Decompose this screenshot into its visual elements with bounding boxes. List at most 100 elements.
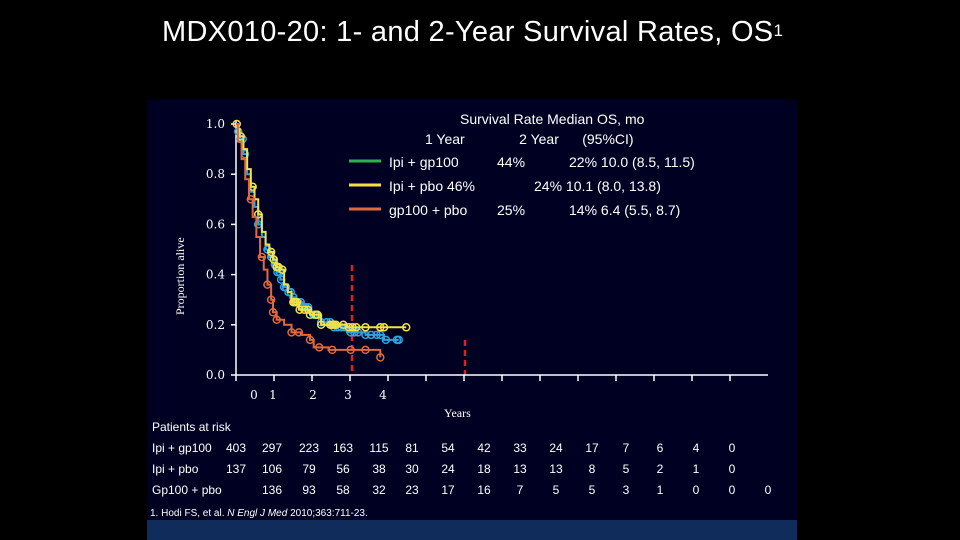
risk-row-label: Gp100 + pbo [152, 483, 222, 497]
y-axis-label: Proportion alive [173, 237, 187, 315]
risk-cell: 33 [513, 441, 527, 455]
y-tick-label: 0.6 [206, 217, 225, 231]
legend-label: Ipi + gp100 [389, 154, 459, 170]
risk-cell: 81 [405, 441, 419, 455]
risk-cell: 32 [372, 483, 386, 497]
risk-cell: 7 [623, 441, 630, 455]
censor-marker [366, 330, 376, 340]
risk-cell: 106 [262, 462, 282, 476]
risk-row-label: Ipi + pbo [152, 462, 199, 476]
reference: 1. Hodi FS, et al. N Engl J Med 2010;363… [150, 508, 368, 519]
risk-cell: 54 [441, 441, 455, 455]
censor-marker [305, 335, 315, 345]
risk-cell: 403 [226, 441, 246, 455]
risk-cell: 7 [517, 483, 524, 497]
risk-cell: 30 [405, 462, 419, 476]
legend-header-1: Survival Rate Median OS, mo [460, 111, 645, 127]
risk-cell: 17 [585, 441, 599, 455]
censor-marker [294, 328, 304, 337]
censor-marker [381, 335, 391, 345]
censor-marker [278, 265, 287, 274]
censor-marker [361, 345, 370, 355]
title-text: MDX010-20: 1- and 2-Year Survival Rates,… [162, 16, 774, 48]
risk-cell: 1 [693, 462, 700, 476]
series-line [236, 123, 382, 358]
risk-cell: 58 [336, 483, 350, 497]
censor-marker [376, 353, 385, 362]
x-tick-label: 1 [269, 388, 277, 402]
reference-journal: N Engl J Med [227, 508, 288, 519]
risk-cell: 17 [441, 483, 455, 497]
censor-marker [266, 252, 276, 262]
censor-marker [394, 335, 404, 345]
x-tick-label: 4 [379, 388, 387, 402]
series-layer [232, 119, 411, 362]
reference-lines [350, 265, 467, 375]
page-title: MDX010-20: 1- and 2-Year Survival Rates,… [162, 14, 842, 51]
censor-marker [348, 323, 357, 332]
censor-marker [257, 252, 267, 262]
risk-cell: 223 [299, 441, 319, 455]
censor-marker [295, 305, 304, 314]
censor-marker [253, 210, 263, 219]
risk-cell: 163 [333, 441, 353, 455]
censor-marker [246, 195, 256, 204]
risk-cell: 0 [693, 483, 700, 497]
risk-cell: 23 [405, 483, 419, 497]
risk-cell: 115 [369, 441, 388, 455]
censor-marker [313, 310, 322, 320]
risk-cell: 16 [477, 483, 491, 497]
censor-marker [353, 328, 363, 337]
censor-marker [327, 345, 337, 355]
reference-prefix: 1. Hodi FS, et al. [150, 508, 228, 519]
censor-marker [372, 330, 381, 340]
risk-cell: 42 [477, 441, 491, 455]
risk-cell: 79 [302, 462, 316, 476]
legend-label: Ipi + pbo 46% [389, 178, 475, 194]
risk-table: Patients at risk Ipi + gp100 403 297 223 163… [152, 420, 772, 497]
censor-marker [350, 328, 359, 337]
censor-marker [266, 295, 276, 304]
risk-cell: 24 [441, 462, 455, 476]
risk-header: Patients at risk [152, 420, 232, 434]
legend-year1: 44% [497, 154, 525, 170]
censor-marker [316, 320, 326, 330]
y-tick-label: 0.0 [206, 368, 225, 382]
x-tick-label: 2 [309, 388, 317, 402]
risk-cell: 0 [729, 462, 736, 476]
risk-cell: 3 [623, 483, 630, 497]
risk-cell: 8 [589, 462, 596, 476]
risk-cell: 5 [623, 462, 630, 476]
y-ticks: 0.0 0.2 0.4 0.6 0.8 1.0 [206, 117, 236, 382]
legend-year2-median: 24% 10.1 (8.0, 13.8) [534, 178, 661, 194]
slide-stage [147, 100, 797, 540]
risk-cell: 5 [553, 483, 560, 497]
reference-suffix: 2010;363:711-23. [287, 508, 368, 519]
censor-marker [376, 323, 385, 332]
x-axis-label: Years [444, 406, 471, 420]
legend: Survival Rate Median OS, mo 1 Year 2 Yea… [349, 111, 695, 218]
risk-cell: 4 [693, 441, 700, 455]
risk-cell: 0 [729, 483, 736, 497]
risk-cell: 18 [477, 462, 491, 476]
legend-header-2: 1 Year 2 Year (95%CI) [425, 131, 634, 147]
censor-marker [263, 280, 272, 289]
legend-label: gp100 + pbo [389, 202, 467, 218]
risk-cell: 38 [372, 462, 386, 476]
x-tick-label: 0 [250, 388, 258, 402]
legend-year2-median: 14% 6.4 (5.5, 8.7) [569, 202, 680, 218]
y-tick-label: 0.8 [206, 167, 225, 181]
risk-cell: 13 [513, 462, 527, 476]
series-line [236, 123, 399, 341]
risk-cell: 2 [657, 462, 664, 476]
risk-cell: 297 [262, 441, 282, 455]
risk-cell: 136 [262, 483, 282, 497]
censor-marker [352, 323, 361, 332]
risk-cell: 0 [729, 441, 736, 455]
y-tick-label: 1.0 [206, 117, 225, 131]
risk-cell: 0 [765, 483, 772, 497]
censor-marker [268, 308, 278, 317]
risk-cell: 5 [589, 483, 596, 497]
